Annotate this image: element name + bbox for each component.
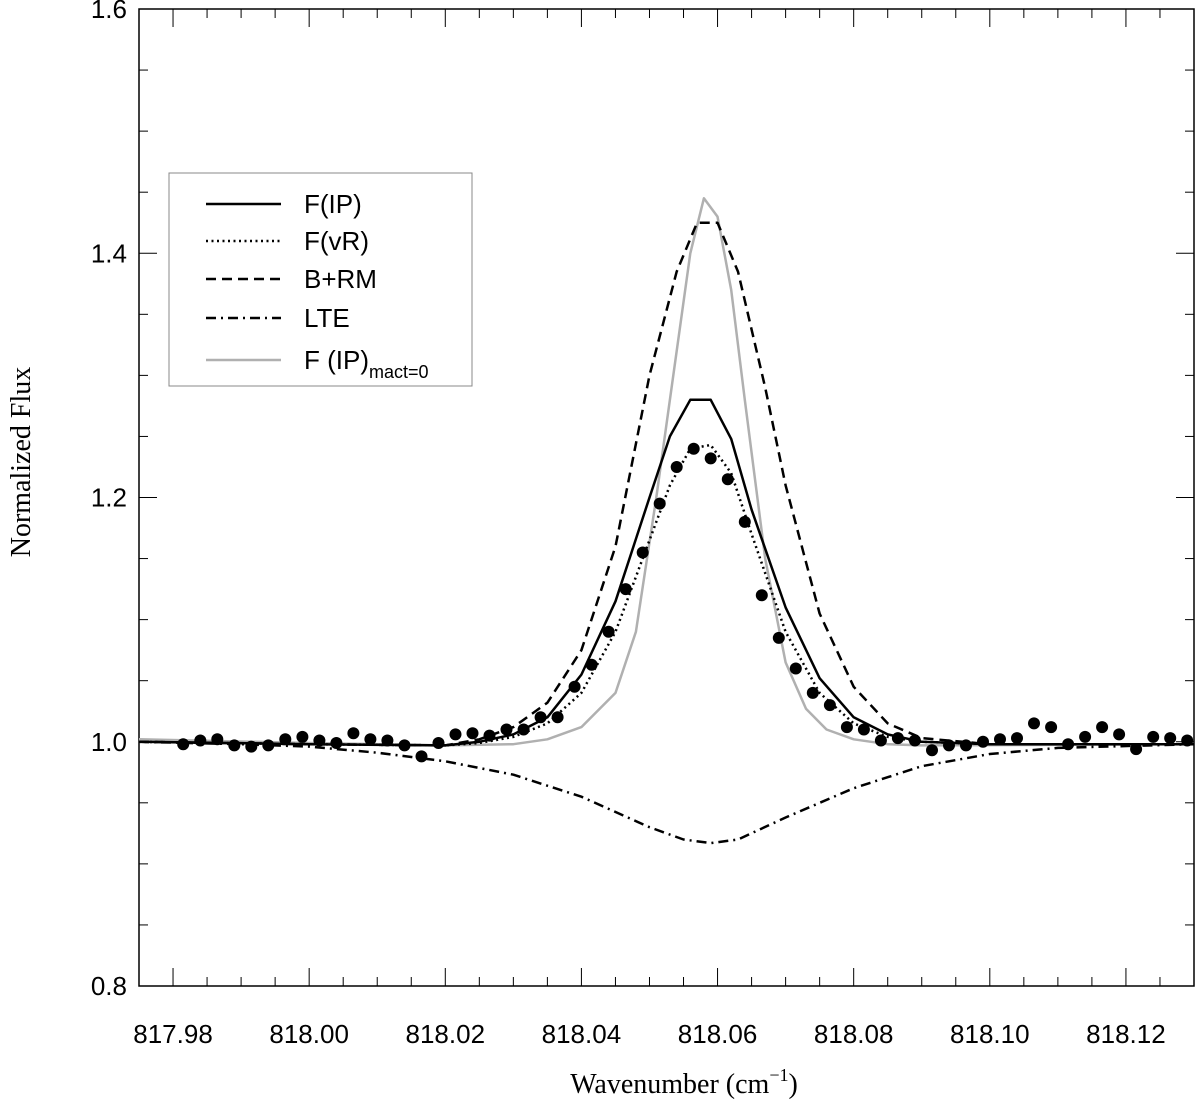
x-tick-label: 817.98: [133, 1019, 213, 1049]
data-point: [330, 737, 343, 749]
data-point: [602, 625, 615, 638]
data-point: [823, 699, 836, 712]
data-point: [840, 721, 853, 734]
data-point: [398, 739, 411, 752]
data-point: [1147, 730, 1160, 743]
data-point: [1079, 730, 1092, 743]
data-point: [755, 589, 768, 602]
data-point: [432, 737, 445, 749]
data-point: [721, 473, 734, 486]
data-point: [415, 750, 428, 763]
data-point: [891, 732, 904, 745]
data-point: [738, 515, 751, 528]
data-point: [483, 729, 496, 742]
data-point: [1011, 732, 1023, 745]
data-point: [960, 739, 972, 752]
data-point: [1130, 743, 1143, 756]
y-tick-label: 0.8: [91, 971, 127, 1001]
x-tick-label: 818.00: [269, 1019, 349, 1049]
data-point: [874, 734, 887, 747]
x-tick-label: 818.06: [678, 1019, 758, 1049]
data-point: [772, 631, 785, 644]
data-point: [806, 686, 819, 699]
data-point: [653, 497, 666, 510]
data-point: [619, 583, 632, 596]
legend-label-brm: B+RM: [304, 264, 377, 294]
series-group: [139, 197, 1194, 845]
x-tick-label: 818.10: [950, 1019, 1030, 1049]
legend-label-fip-mact0-sub: mact=0: [369, 362, 429, 382]
x-tick-label: 818.04: [542, 1019, 622, 1049]
data-point: [1028, 717, 1040, 730]
y-axis-title: Normalized Flux: [6, 367, 37, 558]
data-point: [466, 727, 479, 740]
data-point: [1164, 732, 1177, 745]
data-point: [994, 733, 1006, 746]
y-tick-label: 1.2: [91, 483, 127, 513]
legend-label-fip-mact0: F (IP)mact=0: [304, 345, 429, 382]
y-tick-label: 1.0: [91, 727, 127, 757]
data-point: [1045, 721, 1058, 734]
data-point: [279, 733, 292, 746]
series-line-1: [139, 398, 1194, 747]
data-point: [1181, 734, 1194, 747]
data-point: [1062, 738, 1075, 751]
axis-ticks: [138, 8, 1195, 987]
data-point: [245, 740, 258, 753]
x-tick-label: 818.02: [406, 1019, 486, 1049]
data-point: [262, 739, 275, 752]
data-point: [177, 738, 190, 751]
data-point: [381, 734, 394, 747]
data-point: [347, 727, 360, 740]
data-point: [534, 711, 547, 724]
data-point: [1096, 721, 1109, 734]
data-point: [211, 733, 224, 746]
data-point: [926, 744, 938, 757]
data-point: [908, 734, 921, 747]
data-point: [500, 723, 513, 736]
x-tick-label: 818.08: [814, 1019, 894, 1049]
legend-label-fip-mact0-main: F (IP): [304, 345, 369, 375]
plot-frame: [138, 8, 1195, 987]
data-point: [789, 662, 802, 675]
x-axis-title-main: Wavenumber (cm: [570, 1069, 769, 1100]
legend-label-lte: LTE: [304, 303, 350, 333]
series-line-5: [139, 197, 1194, 747]
data-point: [449, 728, 462, 741]
data-point: [228, 739, 241, 752]
data-point: [585, 658, 598, 671]
data-point: [977, 735, 989, 748]
data-point: [857, 723, 870, 736]
data-point: [943, 739, 955, 752]
data-point: [704, 452, 717, 465]
legend: F(IP) F(vR) B+RM LTE F (IP)mact=0: [168, 172, 473, 387]
y-tick-label: 1.6: [91, 0, 127, 24]
y-tick-label: 1.4: [91, 238, 127, 268]
data-point: [296, 730, 309, 743]
x-axis-title: Wavenumber (cm−1): [570, 1065, 798, 1100]
data-point: [194, 734, 207, 747]
tick-labels: 817.98 818.00 818.02 818.04 818.06 818.08 818.…: [91, 0, 1166, 1049]
data-point: [670, 461, 683, 473]
data-point: [313, 734, 326, 747]
legend-label-fip: F(IP): [304, 189, 362, 219]
legend-label-fvr: F(vR): [304, 226, 369, 256]
data-point: [551, 711, 564, 724]
series-line-4: [139, 740, 1194, 845]
legend-box: [168, 172, 473, 387]
x-axis-title-sup: −1: [769, 1065, 788, 1085]
x-axis-title-close: ): [788, 1069, 797, 1100]
series-line-2: [139, 443, 1194, 747]
data-point: [687, 442, 700, 455]
x-tick-label: 818.12: [1086, 1019, 1166, 1049]
data-point: [517, 723, 530, 736]
data-point: [636, 546, 649, 559]
data-point: [364, 733, 377, 746]
data-point: [1113, 728, 1126, 741]
data-point: [568, 680, 581, 693]
